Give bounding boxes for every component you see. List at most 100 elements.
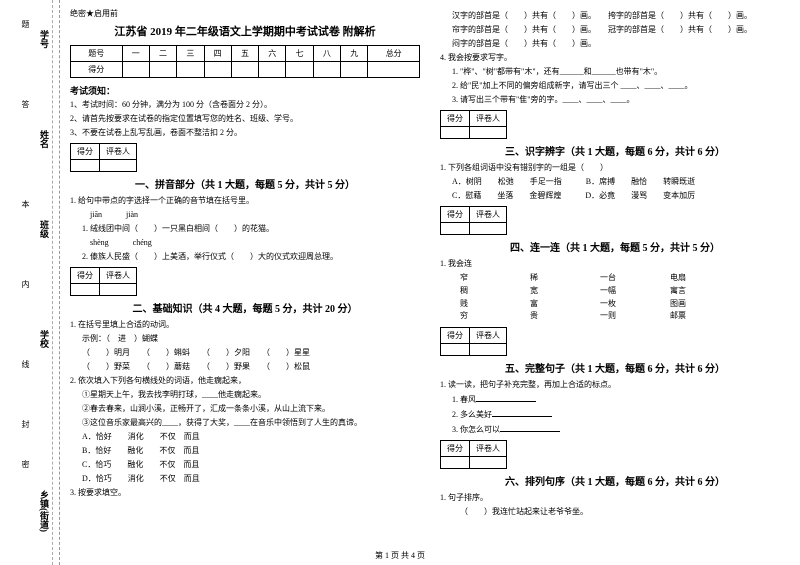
score-header: 五 — [231, 46, 258, 62]
pinyin: jiān — [90, 210, 102, 219]
section-6-title: 六、排列句序（共 1 大题，每题 6 分，共计 6 分） — [440, 473, 790, 488]
grade-box: 得分评卷人 — [440, 327, 507, 356]
s3-q: 1. 下列各组词语中没有错别字的一组是（ ） — [440, 162, 790, 174]
pinyin: chéng — [133, 238, 152, 247]
binding-margin: 学号 姓名 班级 学校 乡镇(街道) 题 答 本 内 线 封 密 — [0, 0, 60, 565]
s2-q2: 2. 依次填入下列各句横线处的词语，他走瘸起来， — [70, 375, 420, 387]
left-column: 绝密★启用前 江苏省 2019 年二年级语文上学期期中考试试卷 附解析 题号 一… — [70, 8, 420, 520]
score-header: 题号 — [71, 46, 123, 62]
connect-row: 贱富一枚图画 — [440, 298, 790, 311]
label-town: 乡镇(街道) — [38, 490, 51, 532]
s5-item: 1. 春风 — [452, 395, 476, 404]
seal-char: 密 — [20, 460, 31, 468]
grade-box: 得分评卷人 — [70, 143, 137, 172]
option-b: B．恰好 融化 不仅 而且 — [70, 445, 420, 457]
label-name: 姓名 — [38, 130, 51, 148]
q1-line: 1. 绒线团中间（ ）一只黑白相间（ ）的花猫。 — [70, 223, 420, 235]
q4-item: 2. 给"民"加上不同的偏旁组成新字，请写出三个 ____、____、____。 — [440, 80, 790, 92]
s5-q: 1. 读一读，把句子补充完整，再加上合适的标点。 — [440, 379, 790, 391]
grade-label: 得分 — [441, 207, 470, 223]
pinyin: jiàn — [126, 210, 138, 219]
s2-row: （ ）明月 （ ）蝌蚪 （ ）夕阳 （ ）星星 — [70, 347, 420, 359]
section-5-title: 五、完整句子（共 1 大题，每题 6 分，共计 6 分） — [440, 360, 790, 375]
notice-head: 考试须知： — [70, 84, 420, 97]
s3-opt: A．树阴 松弛 手足一指 B．席搏 融恰 转瞬既逝 — [440, 176, 790, 188]
grade-box: 得分评卷人 — [70, 267, 137, 296]
score-header: 九 — [341, 46, 368, 62]
radical-line: 帘字的部首是（ ）共有（ ）画。 冠字的部首是（ ）共有（ ）画。 — [440, 24, 790, 36]
grader-label: 评卷人 — [100, 144, 137, 160]
notice-item: 3、不要在试卷上乱写乱画，卷面不整洁扣 2 分。 — [70, 127, 420, 139]
q4: 4. 我会按要求写字。 — [440, 52, 790, 64]
connect-row: 窄稀一台电扇 — [440, 272, 790, 285]
s2-line: ①星期天上午，我去找李明打球，____他走瘸起来。 — [70, 389, 420, 401]
s4-q: 1. 我会连 — [440, 258, 790, 270]
s2-q1: 1. 在括号里填上合适的动词。 — [70, 319, 420, 331]
seal-char: 本 — [20, 200, 31, 208]
connect-row: 穷贵一则邮票 — [440, 310, 790, 323]
grade-box: 得分评卷人 — [440, 110, 507, 139]
s2-row: （ ）野菜 （ ）蘑菇 （ ）野果 （ ）松鼠 — [70, 361, 420, 373]
option-d: D．恰巧 消化 不仅 而且 — [70, 473, 420, 485]
option-c: C．恰巧 融化 不仅 而且 — [70, 459, 420, 471]
grade-label: 得分 — [71, 144, 100, 160]
grader-label: 评卷人 — [470, 328, 507, 344]
section-3-title: 三、识字辨字（共 1 大题，每题 6 分，共计 6 分） — [440, 143, 790, 158]
score-header: 七 — [286, 46, 313, 62]
score-header: 总分 — [368, 46, 420, 62]
score-header: 二 — [149, 46, 176, 62]
score-row-label: 得分 — [71, 62, 123, 78]
seal-char: 题 — [20, 20, 31, 28]
exam-title: 江苏省 2019 年二年级语文上学期期中考试试卷 附解析 — [70, 23, 420, 39]
grade-label: 得分 — [71, 268, 100, 284]
radical-line: 闷字的部首是（ ）共有（ ）画。 — [440, 38, 790, 50]
s2-q3: 3. 按要求填空。 — [70, 487, 420, 499]
right-column: 汉字的部首是（ ）共有（ ）画。 挎字的部首是（ ）共有（ ）画。 帘字的部首是… — [440, 8, 790, 520]
grader-label: 评卷人 — [470, 207, 507, 223]
grade-label: 得分 — [441, 111, 470, 127]
grade-box: 得分评卷人 — [440, 440, 507, 469]
score-header: 一 — [122, 46, 149, 62]
connect-row: 稠宽一幅寓言 — [440, 285, 790, 298]
label-school: 学校 — [38, 330, 51, 348]
seal-char: 内 — [20, 280, 31, 288]
grade-label: 得分 — [441, 328, 470, 344]
score-table: 题号 一 二 三 四 五 六 七 八 九 总分 得分 — [70, 45, 420, 78]
score-header: 四 — [204, 46, 231, 62]
s6-item: （ ）我连忙站起来让老爷爷坐。 — [440, 506, 790, 518]
score-header: 六 — [259, 46, 286, 62]
label-class: 班级 — [38, 220, 51, 238]
grade-label: 得分 — [441, 441, 470, 457]
q4-item: 3. 请写出三个带有"隹"旁的字。____、____、____。 — [440, 94, 790, 106]
q1: 1. 给句中带点的字选择一个正确的音节填在括号里。 — [70, 195, 420, 207]
section-1-title: 一、拼音部分（共 1 大题，每题 5 分，共计 5 分） — [70, 176, 420, 191]
secret-label: 绝密★启用前 — [70, 8, 420, 19]
grader-label: 评卷人 — [100, 268, 137, 284]
seal-char: 线 — [20, 360, 31, 368]
s3-opt: C．慰藉 坐落 金碧辉煌 D．必竟 漫骂 变本加厉 — [440, 190, 790, 202]
section-2-title: 二、基础知识（共 4 大题，每题 5 分，共计 20 分） — [70, 300, 420, 315]
q1-line: 2. 傣族人民盛（ ）上美酒，举行仪式（ ）大的仪式欢迎周总理。 — [70, 251, 420, 263]
s5-item: 2. 多么美好 — [452, 410, 492, 419]
q4-item: 1. "桦"、"树"都带有"木"，还有______和______也带有"木"。 — [440, 66, 790, 78]
section-4-title: 四、连一连（共 1 大题，每题 5 分，共计 5 分） — [440, 239, 790, 254]
s6-q: 1. 句子排序。 — [440, 492, 790, 504]
page-footer: 第 1 页 共 4 页 — [0, 550, 800, 561]
radical-line: 汉字的部首是（ ）共有（ ）画。 挎字的部首是（ ）共有（ ）画。 — [440, 10, 790, 22]
seal-char: 答 — [20, 100, 31, 108]
label-student-id: 学号 — [38, 30, 51, 48]
option-a: A．恰好 消化 不仅 而且 — [70, 431, 420, 443]
notice-item: 2、请首先按要求在试卷的指定位置填写您的姓名、班级、学号。 — [70, 113, 420, 125]
pinyin: shèng — [90, 238, 109, 247]
s2-line: ③这位音乐家最高兴的____，获得了大奖，____在音乐中领悟到了人生的真谛。 — [70, 417, 420, 429]
s2-line: ②春去春来，山涧小溪，正畅开了，汇成一条条小溪，从山上流下来。 — [70, 403, 420, 415]
score-header: 三 — [177, 46, 204, 62]
grade-box: 得分评卷人 — [440, 206, 507, 235]
notice-item: 1、考试时间：60 分钟，满分为 100 分（含卷面分 2 分）。 — [70, 99, 420, 111]
s2-example: 示例：（ 进 ）蝴蝶 — [70, 333, 420, 345]
s5-item: 3. 你怎么可以 — [452, 425, 500, 434]
grader-label: 评卷人 — [470, 441, 507, 457]
seal-char: 封 — [20, 420, 31, 428]
score-header: 八 — [313, 46, 340, 62]
grader-label: 评卷人 — [470, 111, 507, 127]
